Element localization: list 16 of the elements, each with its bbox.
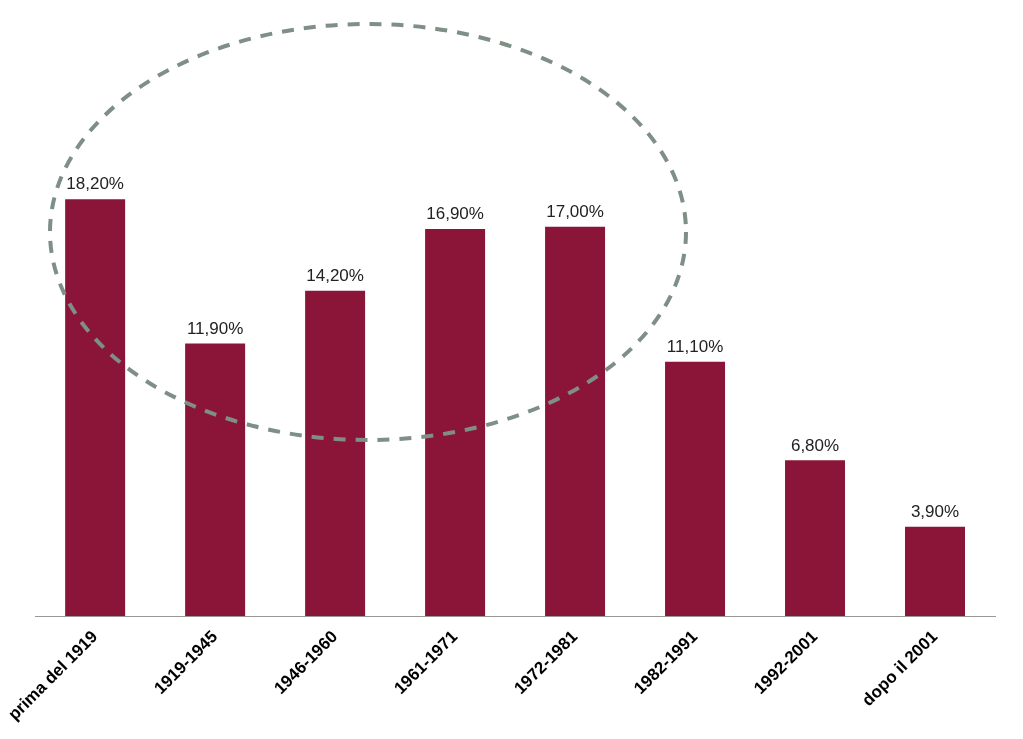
data-label: 6,80% [790, 435, 840, 455]
data-label: 18,20% [66, 174, 124, 194]
data-label: 17,00% [546, 201, 604, 221]
data-label: 11,90% [186, 318, 244, 338]
bar [665, 361, 726, 617]
bar [305, 290, 366, 617]
bar [65, 199, 126, 617]
data-label: 16,90% [426, 204, 484, 224]
data-label: 11,10% [666, 337, 724, 357]
bar [905, 526, 966, 617]
bar [425, 229, 486, 617]
bar [185, 343, 246, 617]
bar [785, 460, 846, 617]
data-label: 14,20% [306, 266, 364, 286]
bar [545, 226, 606, 617]
data-label: 3,90% [910, 501, 960, 521]
